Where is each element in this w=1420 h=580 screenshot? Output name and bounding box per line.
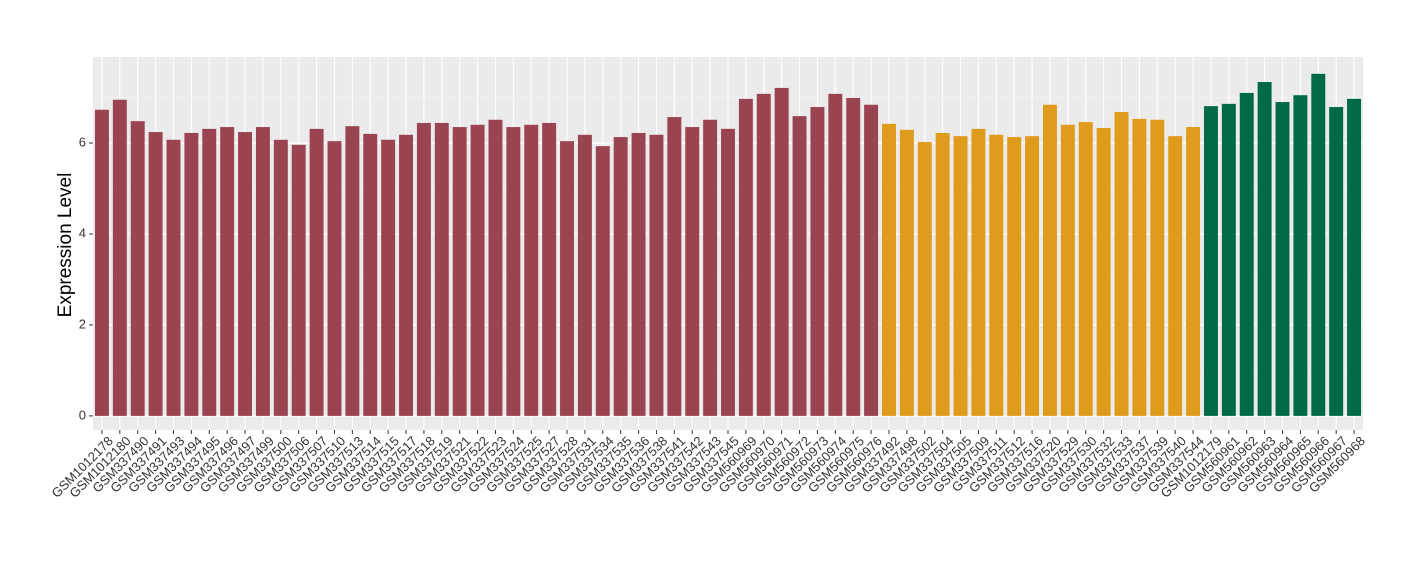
bar <box>560 141 574 416</box>
bar <box>792 116 807 416</box>
bar <box>738 98 753 416</box>
bar <box>148 132 163 416</box>
bar <box>345 126 360 416</box>
bar <box>953 136 968 416</box>
bar <box>989 134 1004 416</box>
bar <box>381 139 396 416</box>
bar <box>828 93 843 416</box>
bar <box>1275 102 1290 416</box>
bar <box>452 127 467 416</box>
bar <box>1186 127 1201 416</box>
bar <box>1168 136 1183 416</box>
bar <box>184 132 199 416</box>
y-tick-label: 4 <box>79 225 86 240</box>
bar <box>399 134 414 416</box>
bar <box>1042 104 1057 416</box>
bar <box>94 109 109 416</box>
bar <box>1007 137 1022 416</box>
bar <box>1239 92 1254 416</box>
bar <box>685 127 700 416</box>
bar <box>810 107 825 416</box>
bar <box>309 128 324 416</box>
bar <box>488 119 503 416</box>
bar <box>631 132 646 416</box>
bar <box>327 141 342 416</box>
bar <box>882 123 896 416</box>
bar <box>166 139 181 416</box>
bar <box>524 124 539 416</box>
bar <box>1060 124 1075 416</box>
bar <box>238 132 253 416</box>
bar <box>595 146 610 416</box>
bar <box>1347 98 1362 416</box>
bar <box>112 99 127 416</box>
bar <box>935 132 950 416</box>
bar <box>1114 112 1129 416</box>
bar <box>756 93 771 416</box>
y-tick-label: 2 <box>79 316 86 331</box>
bar <box>1078 122 1093 416</box>
bar <box>1132 118 1147 416</box>
bar <box>864 104 879 416</box>
bar <box>667 117 682 416</box>
bar <box>1311 73 1326 416</box>
bar <box>506 127 521 416</box>
bar <box>899 129 914 416</box>
bar <box>774 87 789 416</box>
y-tick-label: 6 <box>79 134 86 149</box>
bar <box>1025 136 1040 416</box>
bar <box>202 128 217 416</box>
bar <box>1329 107 1344 416</box>
bar <box>1293 95 1308 416</box>
bar <box>220 127 235 416</box>
bar <box>255 127 270 416</box>
bar <box>613 137 628 416</box>
bar <box>649 134 664 416</box>
bar <box>416 122 431 416</box>
bar <box>703 119 718 416</box>
y-tick-label: 0 <box>79 407 86 422</box>
bar <box>1150 119 1165 416</box>
bar <box>721 128 735 416</box>
bar <box>273 139 288 416</box>
bar <box>470 124 485 416</box>
bar <box>434 122 449 416</box>
bar <box>1203 106 1218 416</box>
bar <box>971 128 986 416</box>
y-axis-title: Expression Level <box>55 173 76 318</box>
bar <box>577 134 592 416</box>
bar <box>1096 127 1111 416</box>
bar <box>130 121 145 416</box>
bar <box>917 142 932 416</box>
bar <box>291 144 306 416</box>
bar <box>846 97 861 416</box>
bar <box>1257 82 1272 416</box>
bar <box>363 133 378 416</box>
bar <box>542 122 557 416</box>
bar <box>1221 103 1236 416</box>
